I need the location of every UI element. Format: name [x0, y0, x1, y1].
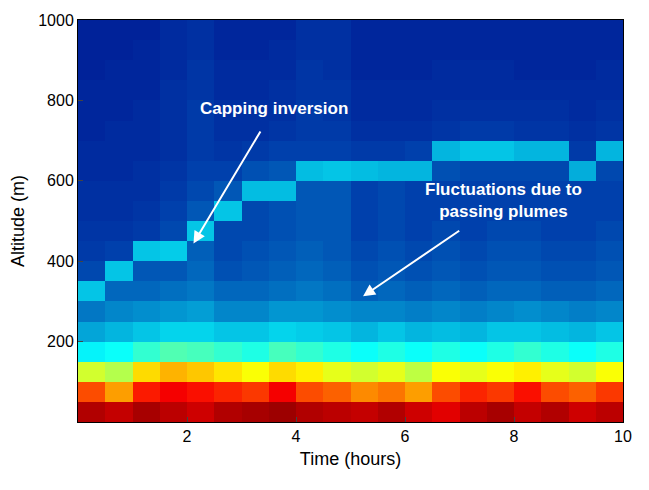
svg-text:10: 10: [614, 428, 632, 445]
svg-text:8: 8: [510, 428, 519, 445]
svg-text:4: 4: [292, 428, 301, 445]
svg-text:6: 6: [401, 428, 410, 445]
svg-text:1000: 1000: [38, 12, 74, 29]
svg-text:Altitude (m): Altitude (m): [8, 175, 28, 267]
svg-text:2: 2: [183, 428, 192, 445]
svg-text:200: 200: [47, 333, 74, 350]
svg-text:600: 600: [47, 172, 74, 189]
svg-text:Time (hours): Time (hours): [300, 449, 401, 469]
svg-text:800: 800: [47, 92, 74, 109]
svg-text:Fluctuations due topassing plu: Fluctuations due topassing plumes: [425, 180, 582, 221]
svg-text:400: 400: [47, 253, 74, 270]
svg-text:Capping inversion: Capping inversion: [200, 99, 348, 118]
